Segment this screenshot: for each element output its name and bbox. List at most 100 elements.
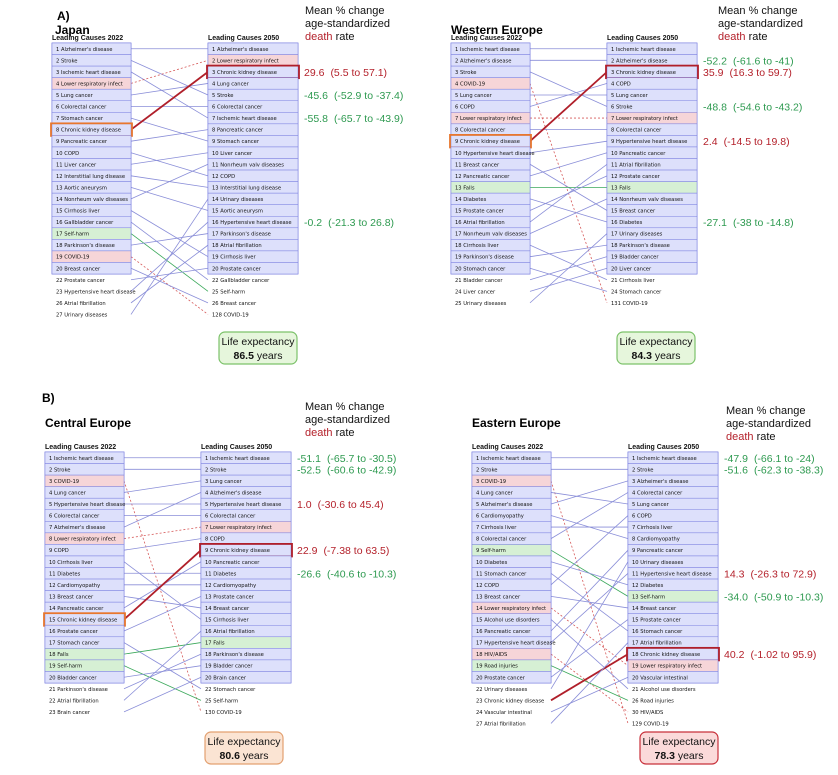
cause-label-extra: 24 Stomach cancer <box>611 289 662 295</box>
cause-label: 3 Stroke <box>455 70 476 76</box>
change-mean: 35.9 <box>703 67 724 79</box>
link-line <box>529 140 608 154</box>
cause-label: 16 Hypertensive heart disease <box>212 220 292 226</box>
cause-label: 9 Pancreatic cancer <box>56 139 108 145</box>
link-line <box>130 117 209 142</box>
cause-label-extra: 22 Urinary diseases <box>476 687 528 693</box>
cause-label-extra: 22 Prostate cancer <box>56 278 106 284</box>
cause-label: 20 Stomach cancer <box>455 266 506 272</box>
link-line <box>123 595 202 609</box>
section-label-a: A) <box>57 9 70 23</box>
change-value: 22.9 (-7.38 to 63.5) <box>297 545 389 557</box>
cause-label: 20 Breast cancer <box>56 266 101 272</box>
cause-label: 3 Alzheimer's disease <box>632 479 688 485</box>
cause-label: 12 Cardiomyopathy <box>205 583 256 589</box>
cause-label: 6 COPD <box>632 514 652 520</box>
cause-label: 14 Pancreatic cancer <box>49 606 104 612</box>
life-expectancy-unit: years <box>652 350 681 362</box>
change-ci: (-60.6 to -42.9) <box>327 464 396 476</box>
panel-title: Central Europe <box>45 416 131 430</box>
cause-label: 3 Chronic kidney disease <box>611 70 676 76</box>
cause-label: 11 Stomach cancer <box>476 571 527 577</box>
mean-change-line1: Mean % change <box>305 401 385 413</box>
cause-label: 8 COPD <box>205 537 225 543</box>
link-line <box>123 630 202 701</box>
change-mean: -55.8 <box>304 113 328 125</box>
cause-label: 11 Liver cancer <box>56 162 97 168</box>
cause-label: 17 Atrial fibrillation <box>632 641 682 647</box>
link-line <box>130 152 209 177</box>
change-ci: (-21.3 to 26.8) <box>328 217 394 229</box>
cause-label: 1 Alzheimer's disease <box>56 47 112 53</box>
change-value: 29.6 (5.5 to 57.1) <box>304 67 387 79</box>
cause-label: 4 Lung cancer <box>212 81 250 87</box>
life-expectancy-label: Life expectancy <box>643 736 717 748</box>
cause-label: 15 Alcohol use disorders <box>476 618 540 624</box>
cause-label: 4 Lung cancer <box>476 490 514 496</box>
cause-cell <box>200 671 292 684</box>
cause-label: 4 Lung cancer <box>49 490 87 496</box>
cause-label: 4 Colorectal cancer <box>632 490 683 496</box>
cause-label: 14 Urinary diseases <box>212 197 264 203</box>
left-column: 1 Ischemic heart disease 2 Alzheimer's di… <box>449 42 535 307</box>
cause-label: 4 COPD <box>611 81 631 87</box>
link-line <box>130 221 209 281</box>
change-mean: -34.0 <box>724 591 748 603</box>
cause-label: 9 COPD <box>49 548 69 554</box>
life-expectancy-unit: years <box>240 750 269 762</box>
link-line <box>130 83 209 96</box>
link-line <box>123 526 202 540</box>
life-expectancy-number: 86.5 <box>233 350 254 362</box>
link-line <box>130 267 209 304</box>
rank-links <box>529 48 608 304</box>
rate-word: rate <box>333 31 355 43</box>
cause-label: 17 Self-harm <box>56 232 89 238</box>
header-2050: Leading Causes 2050 <box>201 444 272 451</box>
life-expectancy-box: Life expectancy 78.3 years <box>639 731 719 765</box>
cause-label: 18 Parkinson's disease <box>611 243 670 249</box>
panel-title: Western Europe <box>451 23 543 37</box>
cause-label: 5 Hypertensive heart disease <box>205 502 281 508</box>
cause-label-extra: 24 Liver cancer <box>455 289 496 295</box>
link-line <box>529 198 608 223</box>
panel-title: Japan <box>55 23 90 37</box>
link-line <box>123 561 202 620</box>
cause-label: 10 Hypertensive heart disease <box>455 151 535 157</box>
life-expectancy-unit: years <box>254 350 283 362</box>
cause-label: 20 Liver cancer <box>611 266 652 272</box>
link-line <box>130 59 209 96</box>
rank-links <box>123 457 202 713</box>
change-ci: (-65.7 to -43.9) <box>334 113 403 125</box>
cause-label: 14 Diabetes <box>455 197 487 203</box>
change-mean: 22.9 <box>297 545 318 557</box>
cause-label: 20 Prostate cancer <box>212 266 262 272</box>
cause-label: 18 Atrial fibrillation <box>212 243 262 249</box>
link-line <box>123 480 202 713</box>
cause-label: 8 Pancreatic cancer <box>212 128 264 134</box>
cause-label-extra: 26 Road injuries <box>632 698 674 704</box>
link-line <box>130 244 209 304</box>
link-line <box>529 267 608 292</box>
cause-label-extra: 27 Urinary diseases <box>56 312 108 318</box>
cause-label: 15 Prostate cancer <box>455 209 505 215</box>
cause-label: 16 Atrial fibrillation <box>205 629 255 635</box>
cause-label: 7 Ischemic heart disease <box>212 116 277 122</box>
cause-label: 13 Falls <box>611 185 631 191</box>
cause-label-extra: 21 Alcohol use disorders <box>632 687 696 693</box>
change-mean: -45.6 <box>304 90 328 102</box>
mean-change-line2: age-standardized <box>305 18 390 30</box>
change-mean: 1.0 <box>297 499 312 511</box>
link-line <box>550 642 629 724</box>
cause-label: 6 Stroke <box>611 105 632 111</box>
cause-label: 11 Diabetes <box>205 571 237 577</box>
cause-label: 8 Colorectal cancer <box>455 128 506 134</box>
cause-label: 10 Urinary diseases <box>632 560 684 566</box>
cause-label: 10 Liver cancer <box>212 151 253 157</box>
rank-links <box>550 457 629 724</box>
link-line <box>130 163 209 200</box>
cause-label: 4 COVID-19 <box>455 81 485 87</box>
cause-label: 9 Hypertensive heart disease <box>611 139 687 145</box>
cause-label: 9 Chronic kidney disease <box>455 139 520 145</box>
